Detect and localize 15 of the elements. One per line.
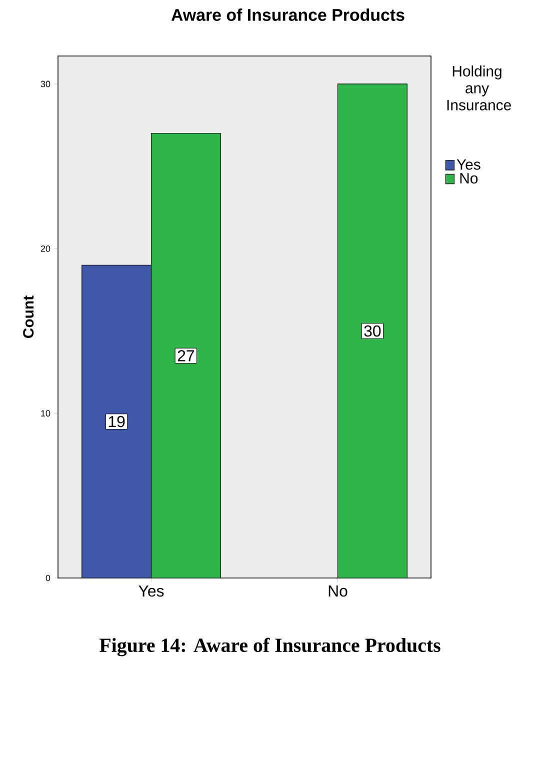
- bar: [150, 133, 221, 578]
- chart-title: Aware of Insurance Products: [171, 8, 404, 21]
- text: Figure 14: Aware of Insurance Products: [100, 638, 440, 656]
- y-tick-label: 0: [46, 574, 50, 582]
- bar: [337, 84, 408, 578]
- legend-label: Yes: [456, 159, 480, 170]
- data-label: 27: [178, 350, 194, 362]
- y-axis-title: Count: [23, 296, 34, 338]
- y-tick-label: 20: [40, 245, 50, 252]
- legend-label: No: [460, 173, 478, 184]
- data-label: 19: [108, 416, 125, 428]
- legend-title: Holding any Insurance: [447, 66, 511, 110]
- data-label: 30: [364, 325, 381, 337]
- y-tick-label: 30: [40, 80, 50, 88]
- y-tick-label: 10: [41, 410, 50, 417]
